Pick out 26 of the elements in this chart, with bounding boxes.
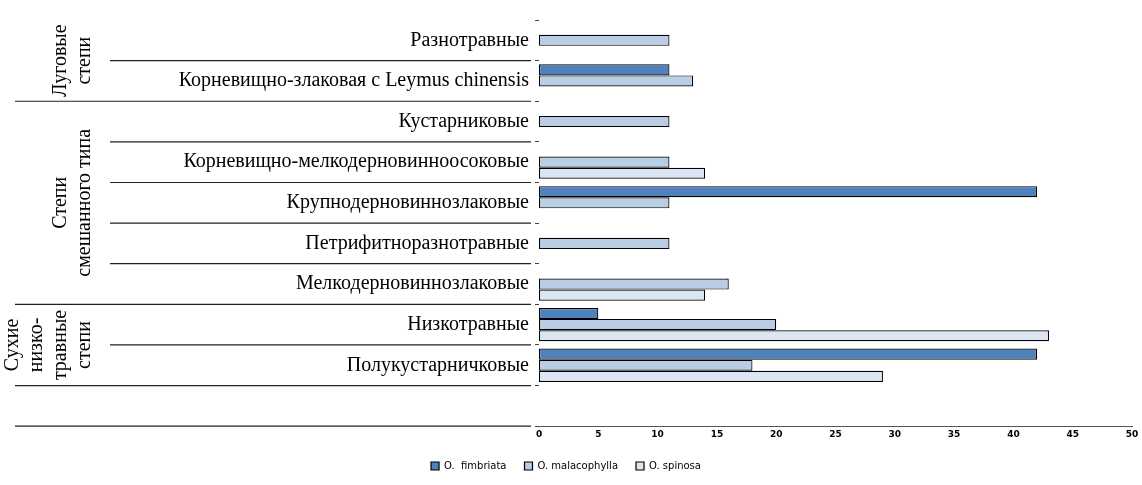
x-tick-label: 20 (769, 428, 783, 439)
legend-label: O. malacophylla (537, 459, 619, 471)
x-tick-label: 35 (947, 428, 961, 439)
text: Сухие низко- травные степи (0, 309, 95, 381)
x-tick-label: 10 (651, 428, 664, 439)
y-tick-label: Корневищно-злаковая с Leymus chinensis (178, 68, 530, 92)
y-tick-label: Крупнодерновиннозлаковые (286, 190, 530, 214)
text: Луговые степи (48, 24, 95, 97)
y-tick-label: Полукустарничковые (346, 352, 530, 376)
legend-label: O. fimbriata (444, 459, 507, 471)
y-tick-label: Кустарниковые (398, 108, 530, 132)
x-tick-label: 45 (1066, 428, 1079, 439)
x-tick-label: 25 (829, 428, 842, 439)
x-tick-label: 5 (595, 428, 602, 439)
y-tick-label: Корневищно-мелкодерновинноосоковые (183, 149, 530, 173)
x-tick-label: 50 (1125, 428, 1139, 439)
legend-label: O. spinosa (649, 459, 701, 471)
x-tick-label: 30 (888, 428, 902, 439)
x-tick-label: 40 (1007, 428, 1020, 439)
y-tick-label: Петрифитноразнотравные (305, 230, 530, 254)
x-tick-label: 15 (710, 428, 724, 439)
y-tick-label: Мелкодерновиннозлаковые (295, 271, 530, 295)
y-tick-label: Разнотравные (410, 27, 530, 51)
text: Степи смешанного типа (48, 128, 95, 277)
y-tick-label: Низкотравные (407, 311, 530, 335)
x-tick-label: 0 (535, 428, 543, 439)
